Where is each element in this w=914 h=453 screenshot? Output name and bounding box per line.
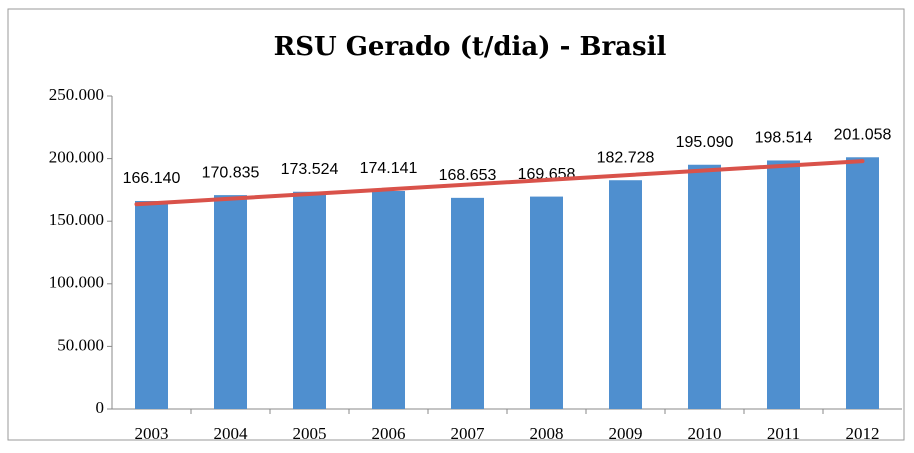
x-tick-label: 2011 (767, 424, 800, 443)
value-label: 195.090 (676, 134, 734, 151)
chart-frame (7, 8, 905, 441)
bar (451, 197, 484, 409)
value-label: 168.653 (439, 167, 497, 184)
value-label: 173.524 (281, 161, 339, 178)
x-tick-label: 2003 (135, 424, 169, 443)
value-label: 170.835 (202, 164, 260, 181)
bar (530, 196, 563, 409)
x-tick-label: 2004 (214, 424, 249, 443)
bar (293, 191, 326, 409)
x-tick-label: 2005 (293, 424, 327, 443)
value-label: 166.140 (123, 170, 181, 187)
value-label: 174.141 (360, 160, 418, 177)
bar (688, 164, 721, 409)
value-label: 201.058 (834, 126, 892, 143)
x-tick-label: 2009 (609, 424, 643, 443)
x-tick-label: 2012 (846, 424, 880, 443)
chart-title: RSU Gerado (t/dia) - Brasil (274, 32, 667, 62)
y-tick-label: 50.000 (57, 335, 104, 354)
y-tick-label: 100.000 (49, 273, 104, 292)
y-tick-label: 0 (96, 398, 105, 417)
bar (609, 180, 642, 409)
bar (135, 200, 168, 409)
bar (846, 157, 879, 409)
y-tick-label: 150.000 (49, 210, 104, 229)
value-label: 198.514 (755, 130, 813, 147)
x-tick-label: 2010 (688, 424, 722, 443)
y-tick-label: 200.000 (49, 148, 104, 167)
value-label: 182.728 (597, 149, 655, 166)
bar (214, 195, 247, 409)
bar (767, 160, 800, 409)
trend-line (134, 159, 865, 207)
bar (372, 190, 405, 409)
x-tick-label: 2007 (451, 424, 486, 443)
x-tick-label: 2008 (530, 424, 564, 443)
y-tick-label: 250.000 (49, 85, 104, 104)
x-tick-label: 2006 (372, 424, 406, 443)
